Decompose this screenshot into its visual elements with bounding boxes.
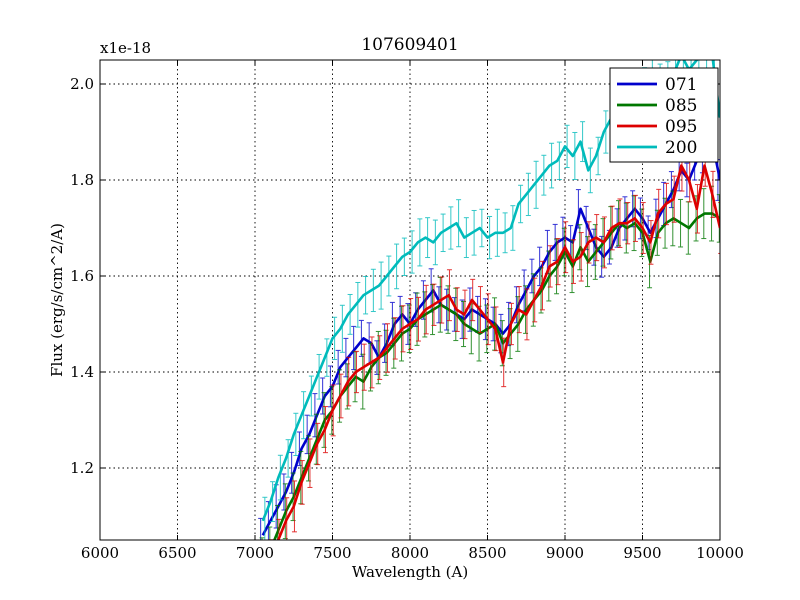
y-tick-label: 2.0 [70,75,94,93]
series-layer [258,60,720,540]
x-tick-label: 9000 [546,544,584,562]
x-axis-label: Wavelength (A) [352,563,468,581]
series-line-095 [276,164,720,540]
series-line-071 [261,140,720,536]
x-tick-label: 10000 [696,544,744,562]
x-tick-label: 8500 [468,544,506,562]
legend-label-200: 200 [665,138,697,158]
chart-title: 107609401 [361,35,458,55]
legend-label-071: 071 [665,75,697,95]
x-tick-label: 6500 [158,544,196,562]
x-tick-label: 9500 [623,544,661,562]
y-tick-label: 1.4 [70,363,94,381]
axis-ticks: 6000 6500 7000 7500 8000 8500 9000 9500 10000 1.2… [70,60,744,562]
x-tick-label: 6000 [81,544,119,562]
legend-label-085: 085 [665,96,697,116]
y-tick-label: 1.2 [70,459,94,477]
x-tick-label: 7000 [236,544,274,562]
y-axis-label: Flux (erg/s/cm^2/A) [48,223,66,377]
x-tick-label: 8000 [391,544,429,562]
series-095 [268,139,720,540]
grid [100,60,720,540]
y-tick-label: 1.6 [70,267,94,285]
x-tick-label: 7500 [313,544,351,562]
y-tick-label: 1.8 [70,171,94,189]
y-multiplier-label: x1e-18 [100,39,151,57]
legend-label-095: 095 [665,117,697,137]
